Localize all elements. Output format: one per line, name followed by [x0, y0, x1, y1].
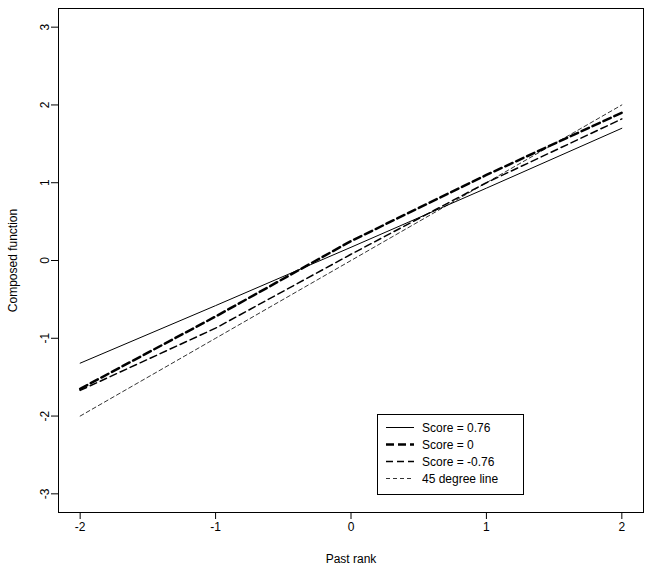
svg-text:Past rank: Past rank [326, 552, 378, 566]
svg-text:1: 1 [38, 179, 52, 186]
svg-text:2: 2 [618, 520, 625, 534]
svg-text:Score = -0.76: Score = -0.76 [422, 455, 495, 469]
svg-text:Composed function: Composed function [6, 209, 20, 312]
svg-text:-1: -1 [38, 333, 52, 344]
svg-text:2: 2 [38, 101, 52, 108]
svg-text:Score = 0: Score = 0 [422, 438, 474, 452]
svg-text:0: 0 [348, 520, 355, 534]
svg-text:0: 0 [38, 257, 52, 264]
svg-text:1: 1 [483, 520, 490, 534]
svg-text:-1: -1 [210, 520, 221, 534]
svg-text:-3: -3 [38, 488, 52, 499]
svg-text:-2: -2 [75, 520, 86, 534]
svg-text:45 degree line: 45 degree line [422, 472, 498, 486]
svg-text:-2: -2 [38, 410, 52, 421]
svg-text:3: 3 [38, 24, 52, 31]
svg-text:Score = 0.76: Score = 0.76 [422, 421, 491, 435]
